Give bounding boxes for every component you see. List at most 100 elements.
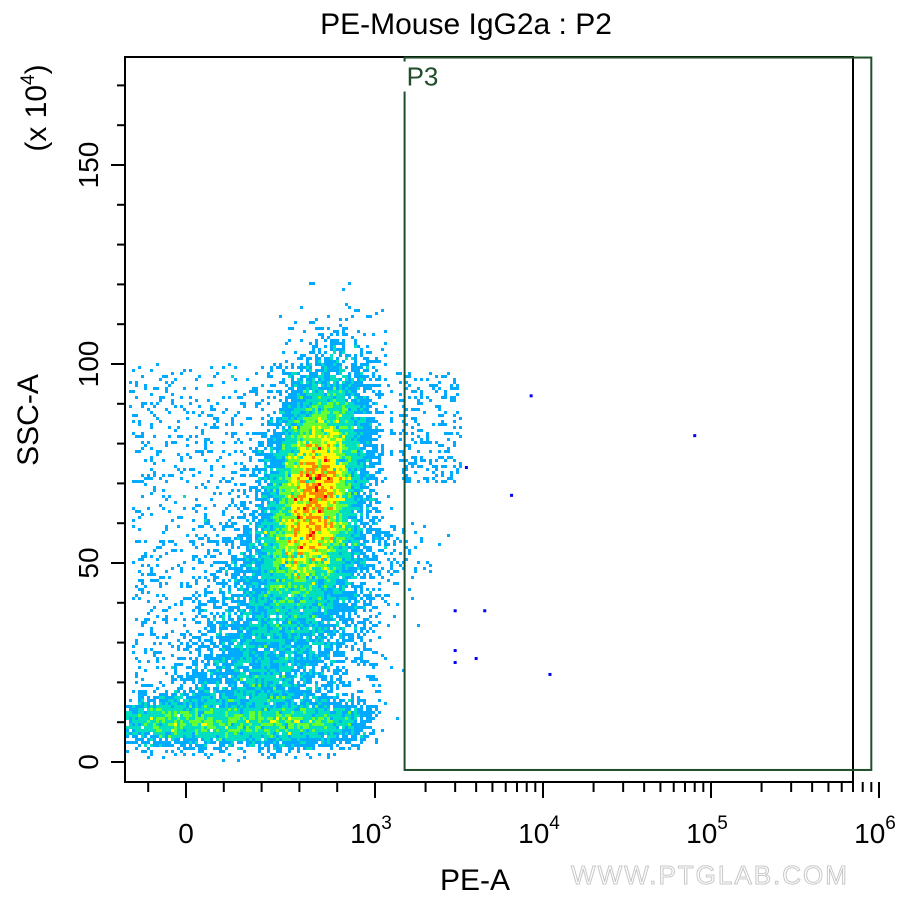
density-cell	[348, 612, 351, 615]
density-cell	[306, 438, 309, 441]
density-cell	[345, 576, 348, 579]
density-cell	[162, 708, 165, 711]
density-cell	[279, 735, 282, 738]
density-cell	[324, 378, 327, 381]
density-cell	[282, 597, 285, 600]
density-cell	[309, 426, 312, 429]
density-cell	[141, 714, 144, 717]
density-cell	[369, 405, 372, 408]
density-cell	[279, 480, 282, 483]
density-cell	[189, 723, 192, 726]
density-cell	[327, 717, 330, 720]
density-cell	[267, 615, 270, 618]
density-cell	[363, 402, 366, 405]
density-cell	[252, 543, 255, 546]
density-cell	[144, 723, 147, 726]
density-cell	[297, 414, 300, 417]
density-cell	[297, 378, 300, 381]
density-cell	[381, 468, 384, 471]
density-cell	[297, 750, 300, 753]
density-cell	[351, 714, 354, 717]
density-cell	[222, 750, 225, 753]
density-cell	[255, 723, 258, 726]
density-cell	[261, 564, 264, 567]
density-cell	[207, 723, 210, 726]
density-cell	[306, 408, 309, 411]
density-cell	[324, 648, 327, 651]
density-cell	[267, 456, 270, 459]
density-cell	[249, 705, 252, 708]
density-cell	[351, 429, 354, 432]
density-cell	[306, 561, 309, 564]
density-cell	[324, 657, 327, 660]
density-cell	[372, 540, 375, 543]
density-cell	[261, 735, 264, 738]
density-cell	[216, 714, 219, 717]
density-cell	[258, 708, 261, 711]
density-cell	[246, 645, 249, 648]
density-cell	[330, 483, 333, 486]
density-cell	[303, 510, 306, 513]
density-cell	[378, 462, 381, 465]
density-cell	[279, 711, 282, 714]
density-cell	[243, 543, 246, 546]
density-cell	[219, 615, 222, 618]
density-cell	[315, 393, 318, 396]
density-cell	[264, 621, 267, 624]
density-cell	[312, 477, 315, 480]
density-cell	[264, 465, 267, 468]
density-cell	[204, 708, 207, 711]
density-cell	[300, 492, 303, 495]
density-cell	[225, 735, 228, 738]
density-cell	[330, 456, 333, 459]
density-cell	[300, 459, 303, 462]
density-cell	[162, 717, 165, 720]
density-cell	[276, 564, 279, 567]
density-cell	[261, 699, 264, 702]
density-cell	[327, 447, 330, 450]
density-cell	[186, 717, 189, 720]
density-cell	[297, 480, 300, 483]
density-cell	[177, 708, 180, 711]
density-cell	[351, 597, 354, 600]
density-cell	[369, 459, 372, 462]
density-cell	[273, 534, 276, 537]
density-cell	[291, 531, 294, 534]
density-cell	[291, 366, 294, 369]
density-cell	[324, 444, 327, 447]
density-cell	[306, 555, 309, 558]
density-cell	[345, 549, 348, 552]
density-cell	[333, 624, 336, 627]
density-cell	[126, 717, 129, 720]
density-cell	[336, 624, 339, 627]
density-cell	[324, 570, 327, 573]
density-cell	[258, 444, 261, 447]
density-cell	[357, 564, 360, 567]
density-cell	[309, 570, 312, 573]
density-cell	[219, 732, 222, 735]
density-cell	[312, 567, 315, 570]
density-cell	[276, 480, 279, 483]
density-cell	[198, 735, 201, 738]
density-cell	[138, 693, 141, 696]
density-cell	[318, 504, 321, 507]
density-cell	[348, 306, 351, 309]
density-cell	[348, 504, 351, 507]
density-cell	[339, 372, 342, 375]
density-cell	[252, 519, 255, 522]
density-cell	[243, 621, 246, 624]
density-cell	[300, 417, 303, 420]
density-cell	[306, 516, 309, 519]
density-cell	[327, 564, 330, 567]
density-cell	[294, 555, 297, 558]
density-cell	[318, 381, 321, 384]
density-cell	[267, 609, 270, 612]
density-cell	[309, 654, 312, 657]
density-cell	[318, 519, 321, 522]
density-cell	[288, 513, 291, 516]
density-cell	[204, 690, 207, 693]
density-cell	[309, 387, 312, 390]
density-cell	[264, 603, 267, 606]
density-cell	[273, 471, 276, 474]
density-cell	[255, 495, 258, 498]
